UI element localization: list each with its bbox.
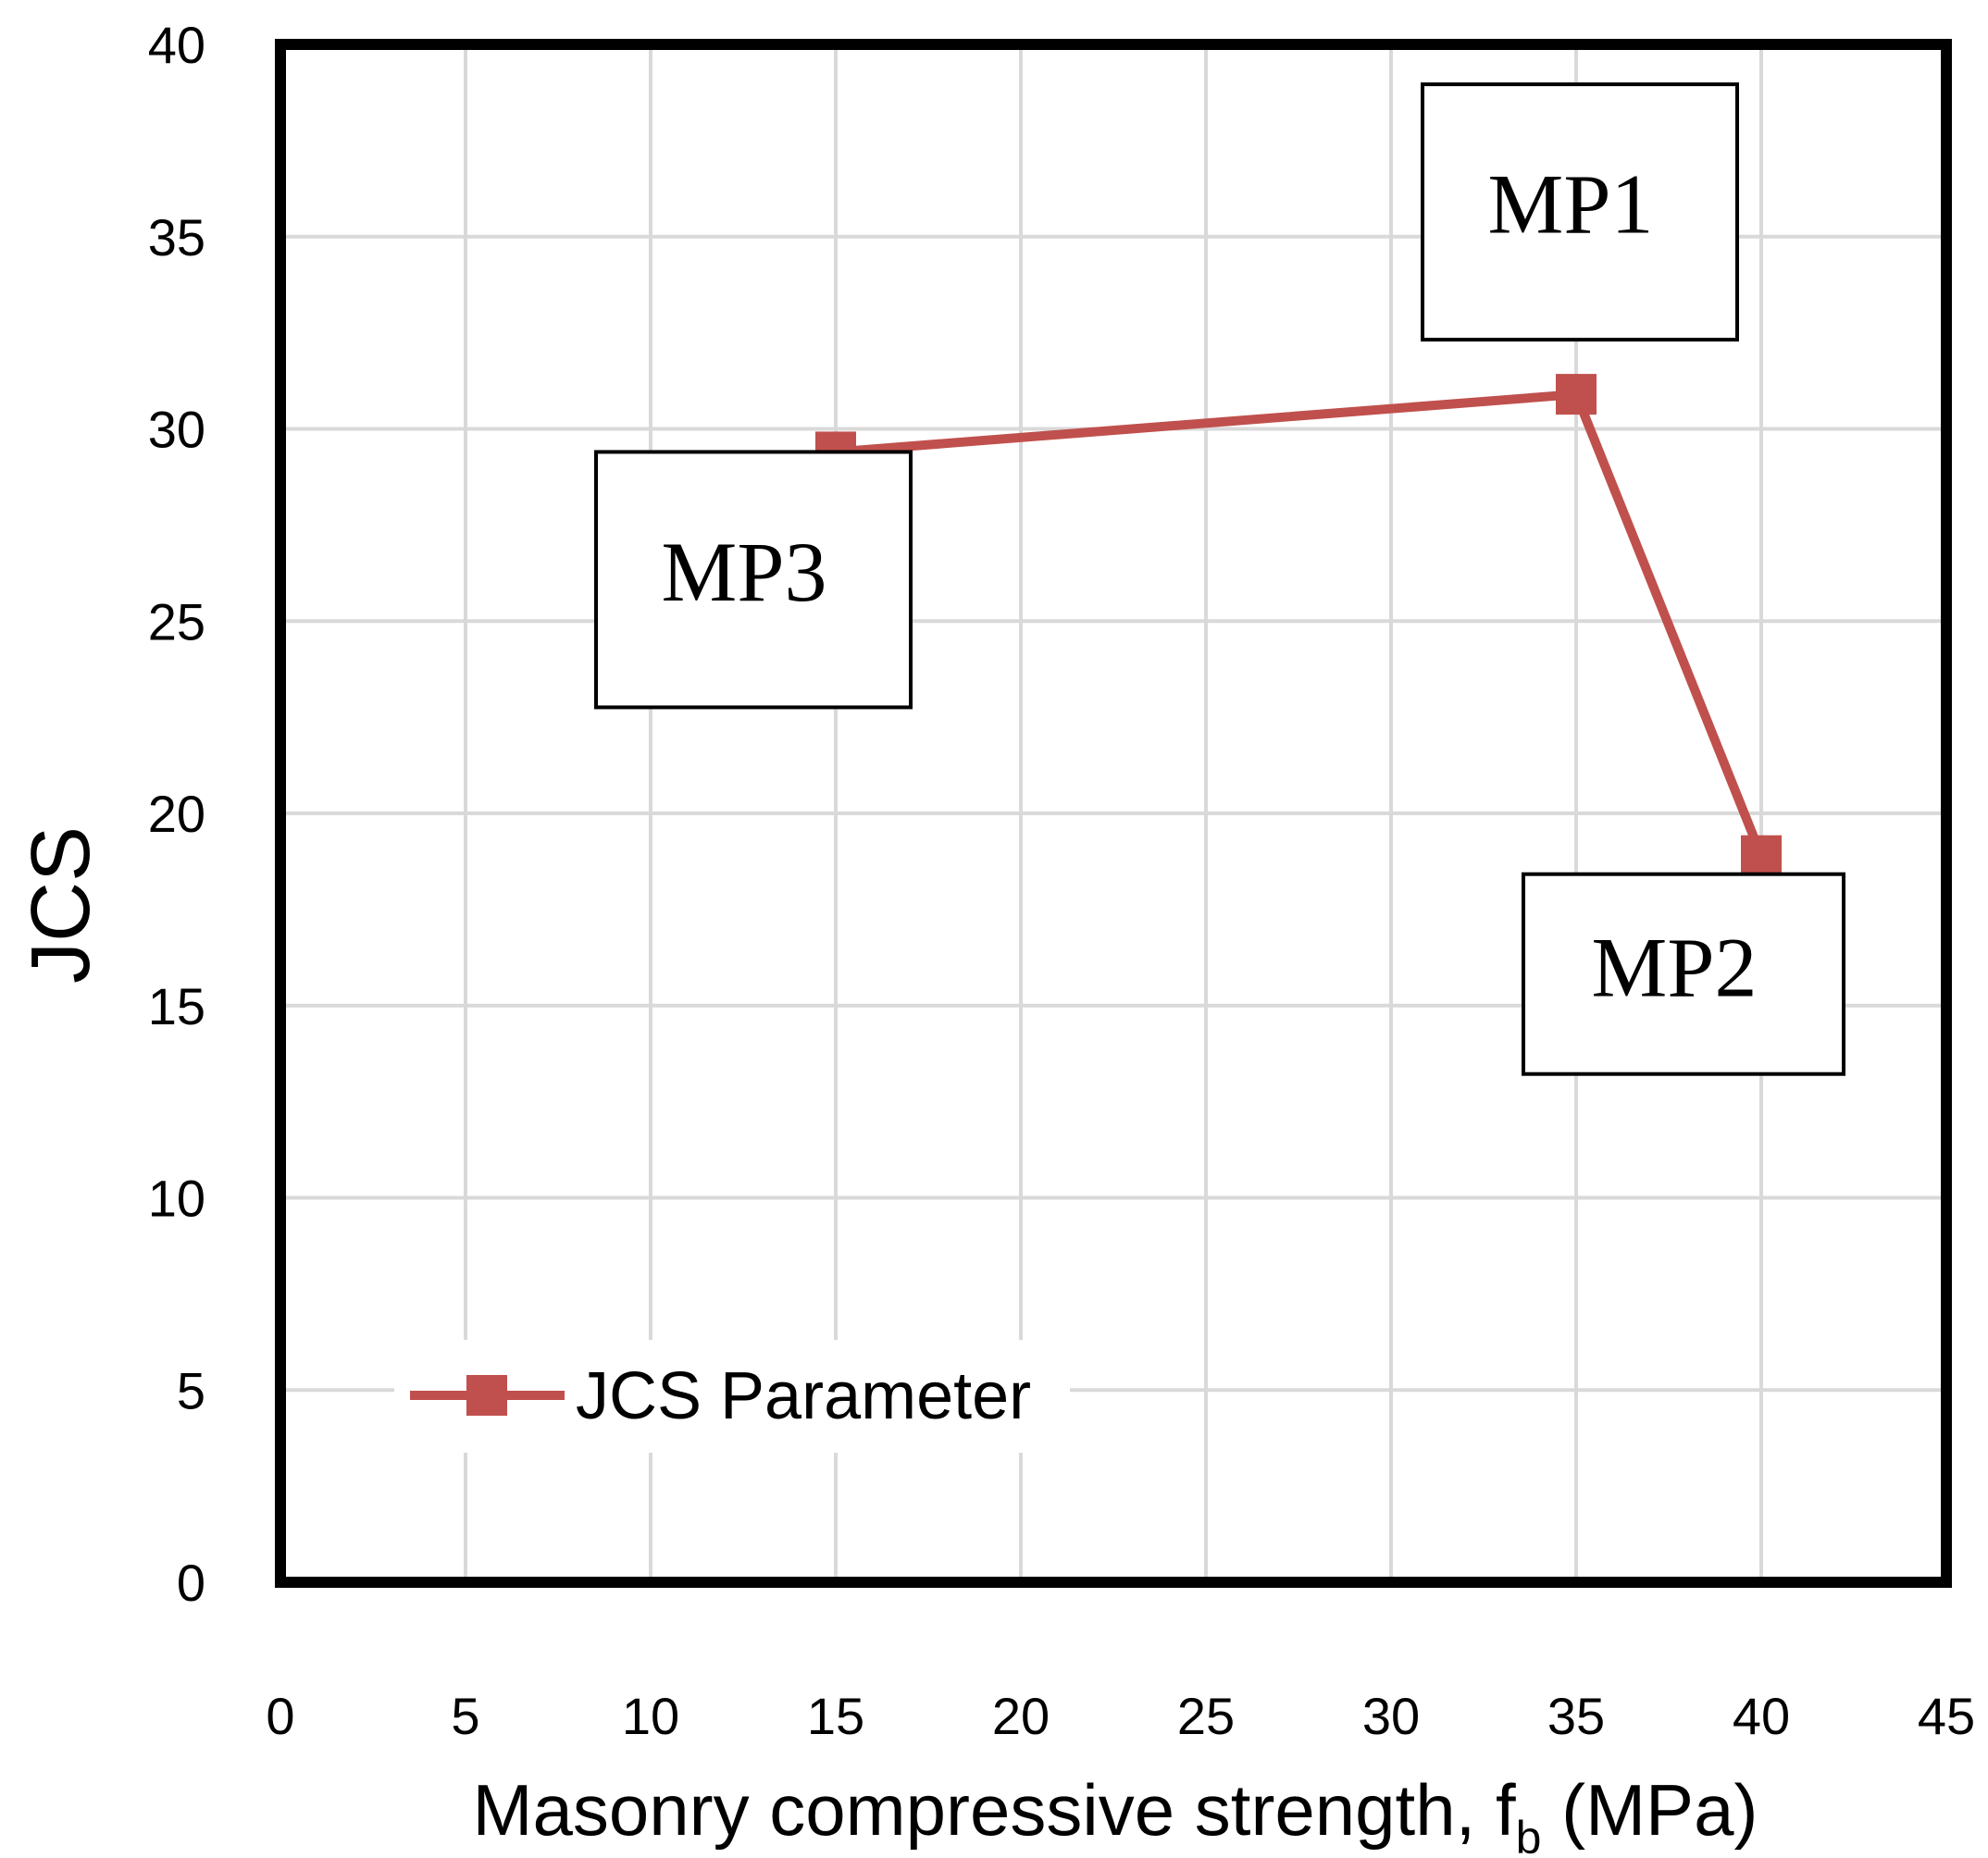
- y-tick-label: 25: [148, 592, 205, 650]
- x-tick-label: 15: [807, 1687, 864, 1745]
- y-tick-label: 35: [148, 208, 205, 266]
- legend-label: JCS Parameter: [576, 1359, 1031, 1433]
- annotation-box: [1421, 82, 1739, 342]
- y-tick-label: 5: [177, 1361, 205, 1419]
- y-tick-label: 30: [148, 401, 205, 459]
- x-tick-label: 5: [451, 1687, 479, 1745]
- annotations: MP1 MP2 MP3: [594, 82, 1845, 1076]
- data-point-marker: [1556, 374, 1597, 415]
- data-point-marker: [1741, 835, 1782, 876]
- x-axis-ticks: 0 5 10 15 20 25 30 35 40 45: [266, 1687, 1975, 1745]
- legend-marker: [466, 1375, 507, 1416]
- y-axis-ticks: 0 5 10 15 20 25 30 35 40: [148, 16, 205, 1612]
- y-tick-label: 10: [148, 1170, 205, 1228]
- annotation-box: [1522, 872, 1845, 1076]
- annotation-label: MP3: [662, 525, 827, 619]
- annotation-box: [594, 450, 913, 710]
- x-tick-label: 10: [622, 1687, 679, 1745]
- y-tick-label: 20: [148, 785, 205, 843]
- x-tick-label: 20: [992, 1687, 1050, 1745]
- x-tick-label: 25: [1177, 1687, 1235, 1745]
- y-axis-title: JCS: [15, 826, 107, 984]
- y-tick-label: 40: [148, 16, 205, 74]
- x-tick-label: 40: [1733, 1687, 1790, 1745]
- annotation-label: MP2: [1592, 920, 1758, 1014]
- x-tick-label: 35: [1547, 1687, 1605, 1745]
- y-tick-label: 15: [148, 977, 205, 1035]
- x-tick-label: 30: [1362, 1687, 1420, 1745]
- y-tick-label: 0: [177, 1554, 205, 1612]
- plot-area-border: [275, 39, 1952, 1588]
- annotation-label: MP1: [1488, 157, 1654, 252]
- x-tick-label: 0: [266, 1687, 294, 1745]
- x-axis-title: Masonry compressive strength, fb (MPa): [473, 1769, 1758, 1858]
- legend: JCS Parameter: [394, 1340, 1070, 1453]
- x-tick-label: 45: [1918, 1687, 1975, 1745]
